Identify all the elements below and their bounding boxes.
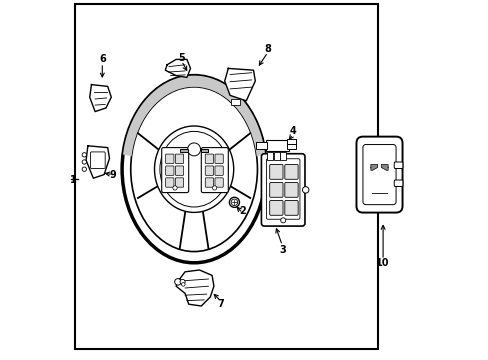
Polygon shape <box>381 165 387 170</box>
Text: 9: 9 <box>109 170 116 180</box>
Text: 8: 8 <box>264 44 271 54</box>
FancyBboxPatch shape <box>205 178 213 187</box>
FancyBboxPatch shape <box>273 152 279 160</box>
Bar <box>75 4 377 349</box>
Ellipse shape <box>160 131 228 207</box>
Circle shape <box>187 143 200 156</box>
Text: 5: 5 <box>178 53 184 63</box>
Text: 7: 7 <box>217 299 224 309</box>
FancyBboxPatch shape <box>231 99 239 105</box>
FancyBboxPatch shape <box>393 180 402 186</box>
FancyBboxPatch shape <box>284 165 298 179</box>
FancyBboxPatch shape <box>266 140 288 151</box>
Polygon shape <box>370 165 377 170</box>
Text: 2: 2 <box>239 206 245 216</box>
Circle shape <box>280 218 285 223</box>
FancyBboxPatch shape <box>215 178 223 187</box>
Circle shape <box>212 186 216 190</box>
FancyBboxPatch shape <box>162 148 188 193</box>
Ellipse shape <box>122 76 265 263</box>
Polygon shape <box>165 59 190 77</box>
FancyBboxPatch shape <box>175 154 183 163</box>
FancyBboxPatch shape <box>266 159 299 219</box>
FancyBboxPatch shape <box>215 154 223 163</box>
Circle shape <box>82 167 86 171</box>
FancyBboxPatch shape <box>201 148 228 193</box>
Circle shape <box>82 160 86 164</box>
Polygon shape <box>224 68 255 101</box>
FancyBboxPatch shape <box>393 162 402 168</box>
FancyBboxPatch shape <box>286 144 296 149</box>
Circle shape <box>231 199 237 206</box>
FancyBboxPatch shape <box>179 149 187 152</box>
FancyBboxPatch shape <box>90 152 105 168</box>
Ellipse shape <box>130 87 257 252</box>
FancyBboxPatch shape <box>356 137 402 212</box>
Polygon shape <box>176 270 213 306</box>
FancyBboxPatch shape <box>215 166 223 175</box>
Polygon shape <box>89 85 111 112</box>
FancyBboxPatch shape <box>362 144 395 204</box>
FancyBboxPatch shape <box>175 166 183 175</box>
FancyBboxPatch shape <box>175 178 183 187</box>
FancyBboxPatch shape <box>286 139 296 145</box>
Text: 3: 3 <box>278 245 285 255</box>
Circle shape <box>181 283 185 286</box>
Circle shape <box>82 153 86 157</box>
Text: 10: 10 <box>376 258 389 268</box>
Circle shape <box>174 279 181 285</box>
FancyBboxPatch shape <box>256 142 266 149</box>
FancyBboxPatch shape <box>266 152 273 160</box>
Circle shape <box>180 279 185 284</box>
Polygon shape <box>86 146 109 178</box>
Circle shape <box>229 197 239 207</box>
FancyBboxPatch shape <box>261 154 305 226</box>
Text: 4: 4 <box>289 126 296 136</box>
FancyBboxPatch shape <box>269 165 283 179</box>
FancyBboxPatch shape <box>165 166 174 175</box>
FancyBboxPatch shape <box>165 154 174 163</box>
FancyBboxPatch shape <box>200 149 208 152</box>
FancyBboxPatch shape <box>284 201 298 215</box>
Ellipse shape <box>154 126 233 212</box>
Text: 6: 6 <box>99 54 105 64</box>
Text: 1: 1 <box>70 175 77 185</box>
Polygon shape <box>123 76 264 156</box>
FancyBboxPatch shape <box>284 183 298 197</box>
FancyBboxPatch shape <box>205 166 213 175</box>
FancyBboxPatch shape <box>165 178 174 187</box>
FancyBboxPatch shape <box>269 201 283 215</box>
Circle shape <box>172 186 177 190</box>
Circle shape <box>302 186 308 193</box>
FancyBboxPatch shape <box>280 152 285 160</box>
FancyBboxPatch shape <box>205 154 213 163</box>
FancyBboxPatch shape <box>269 183 283 197</box>
